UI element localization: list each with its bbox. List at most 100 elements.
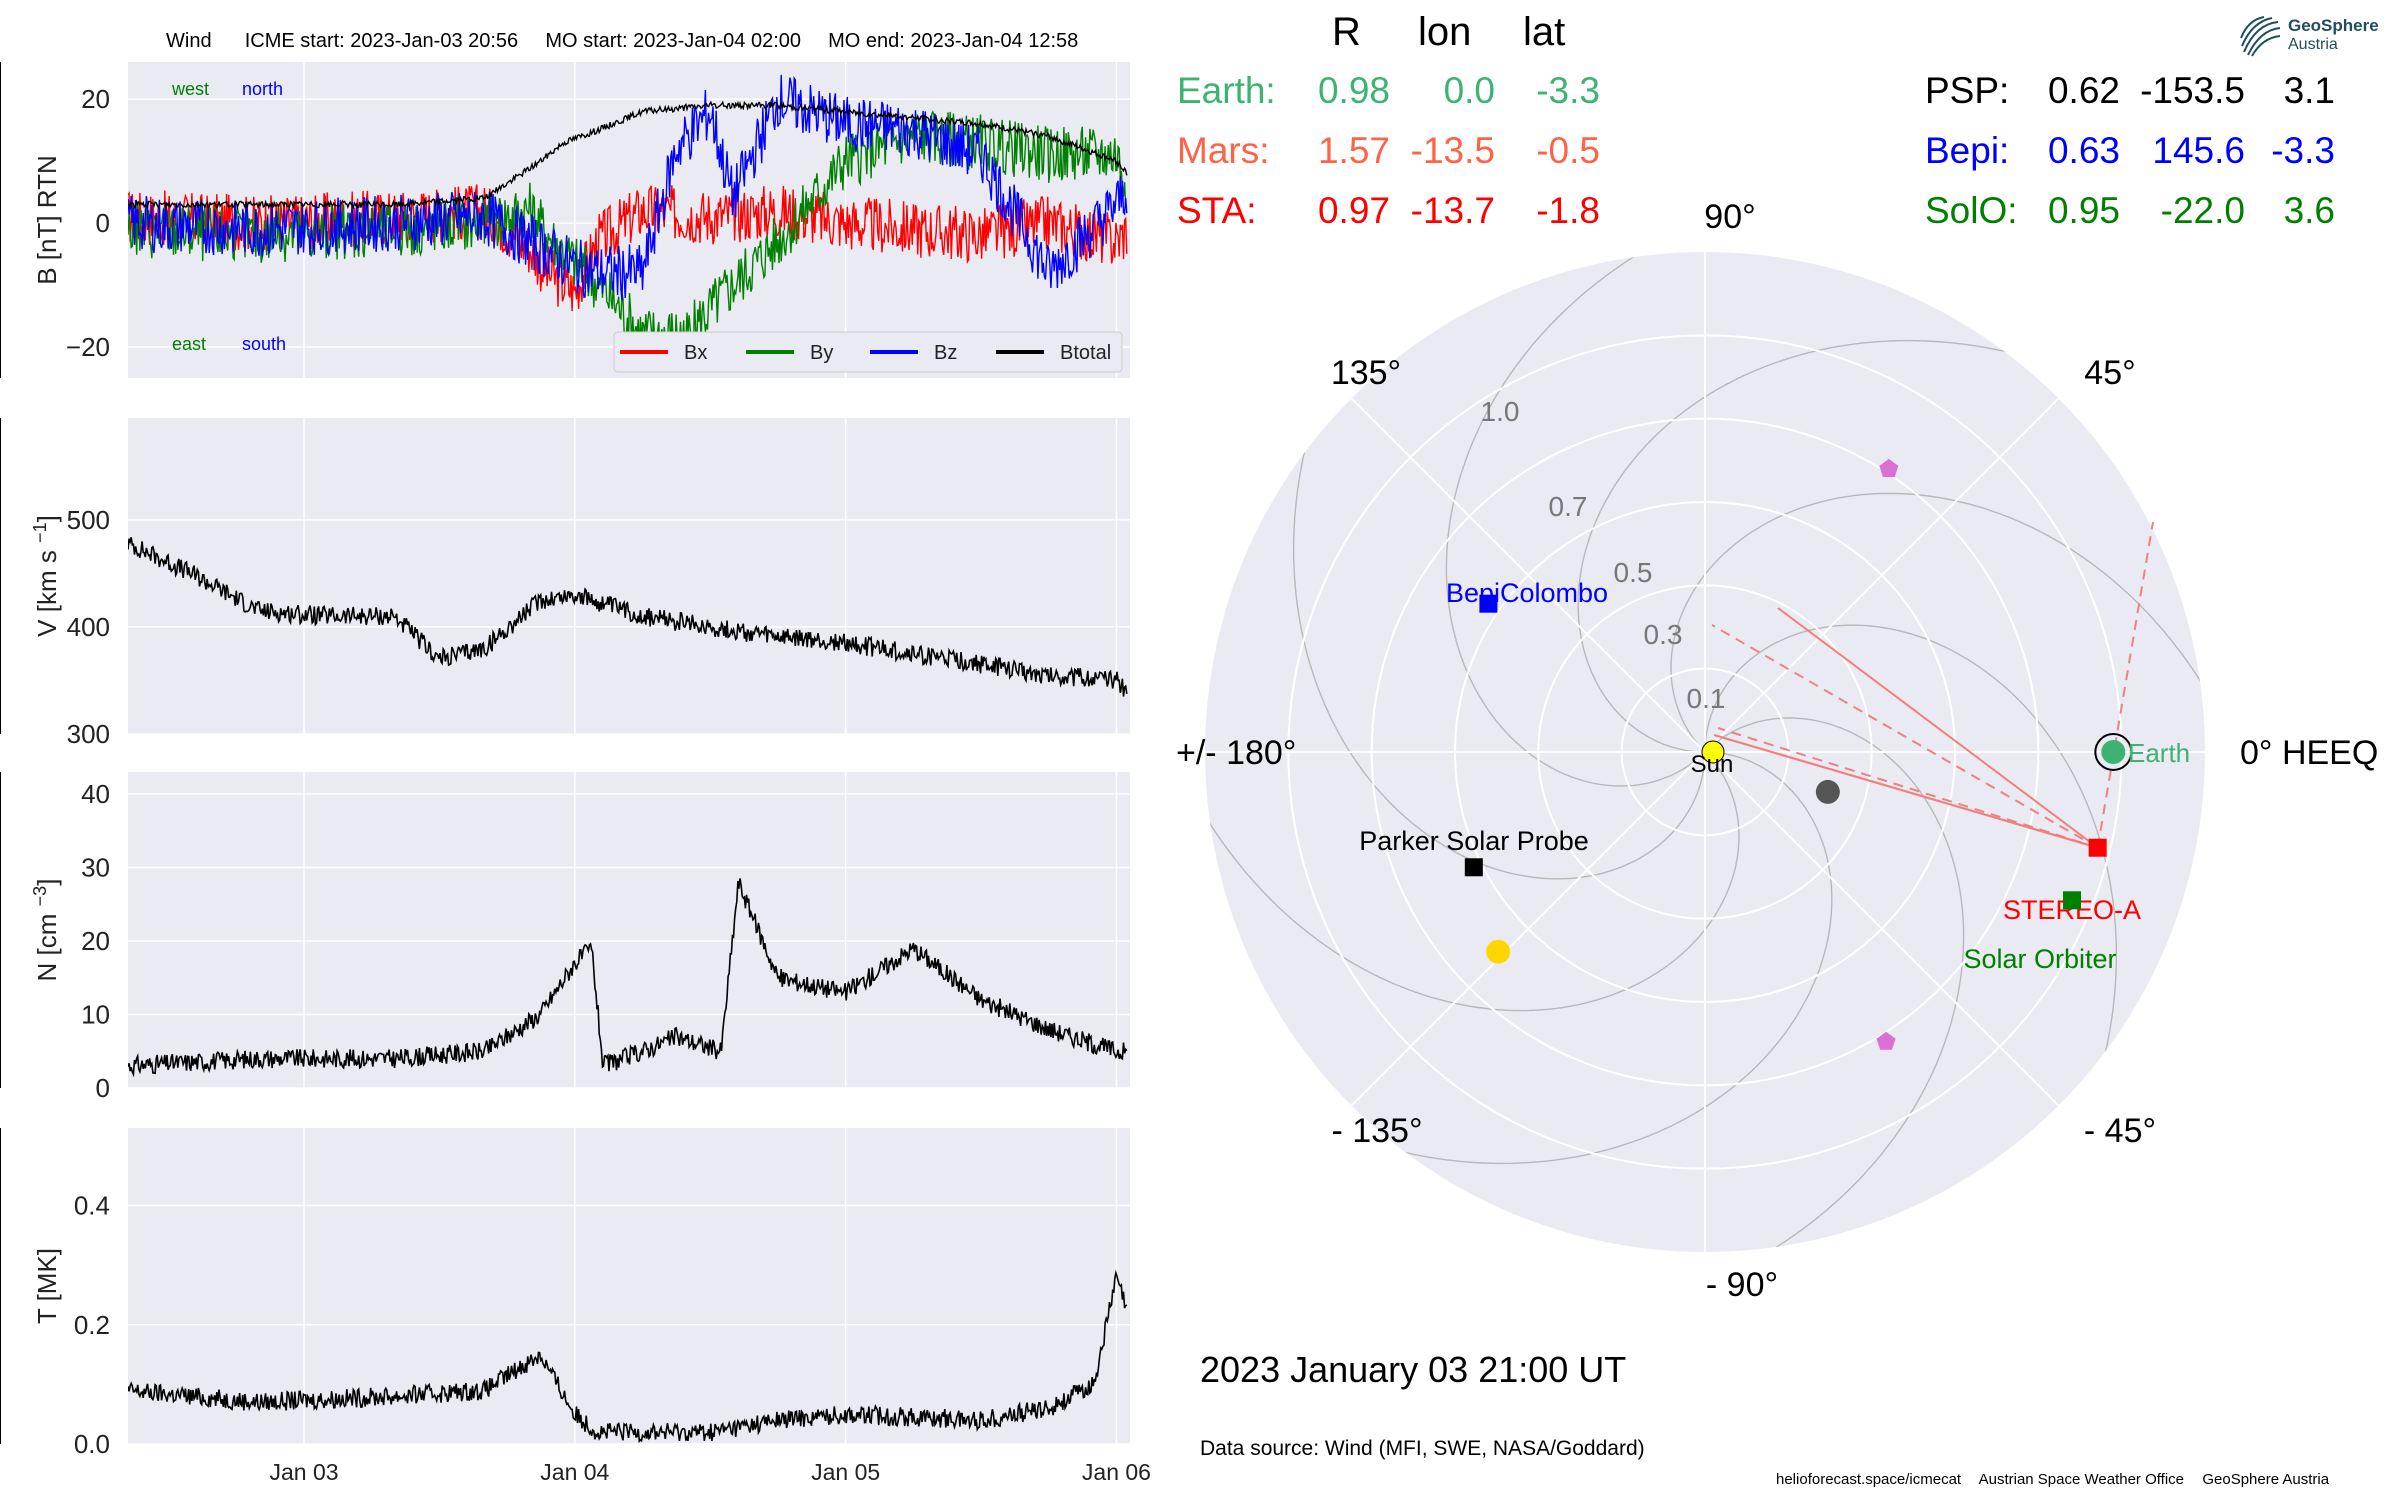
angle-label-45: 45°: [2084, 354, 2135, 392]
pos-lon-2: -13.7: [1410, 190, 1495, 231]
y-axis-label: V [km s −1]: [30, 515, 62, 637]
pos-r-1: 0.63: [2047, 130, 2120, 171]
panel-density: 40 30 20 10 0 N [cm −3]: [0, 772, 1130, 1103]
y-tick-label: 40: [81, 779, 110, 809]
pos-lat-1: -3.3: [2271, 130, 2335, 171]
pos-name-2: SolO:: [1925, 190, 2018, 231]
angle-label-minus90: - 90°: [1706, 1266, 1778, 1304]
sun-label: Sun: [1691, 751, 1734, 778]
y-axis-label: B [nT] RTN: [32, 155, 62, 285]
legend-label-bx: Bx: [684, 342, 707, 364]
spiral-line: [1445, 252, 1717, 787]
spiral-line: [1704, 624, 2118, 1141]
pos-r-1: 1.57: [1317, 130, 1390, 171]
credit-geosphere: GeoSphere Austria: [2202, 1471, 2330, 1488]
y-tick-label: 20: [81, 926, 110, 956]
pos-name-0: Earth:: [1177, 70, 1276, 111]
spiral-line: [1577, 339, 2094, 753]
icme-start: ICME start: 2023-Jan-03 20:56: [244, 30, 519, 52]
pos-lon-2: -22.0: [2160, 190, 2245, 231]
geosphere-logo-icon: [2240, 16, 2281, 57]
sun-marker: [1701, 740, 1725, 764]
y-tick-label: −20: [66, 332, 110, 362]
sta-dashed-line: [1711, 624, 2099, 849]
spiral-line: [1205, 740, 1740, 1012]
bepicolombo-marker: [1479, 594, 1498, 613]
radial-label: 0.7: [1549, 491, 1588, 522]
geosphere-logo: GeoSphere Austria: [2238, 14, 2388, 60]
angular-gridline: [1350, 397, 1706, 753]
y-tick-label: 20: [81, 84, 110, 114]
pos-lon-0: 0.0: [1443, 70, 1495, 111]
pos-name-1: Mars:: [1177, 130, 1270, 171]
timeseries-panels: 20 0 −20 B [nT] RTN west north east south Bx By Bz…: [0, 62, 1151, 1485]
angular-gridline: [1350, 751, 1706, 1107]
y-axis-label: N [cm −3]: [30, 879, 62, 982]
y-tick-label: 30: [81, 853, 110, 883]
x-tick-label: Jan 03: [269, 1459, 338, 1485]
earth-label: Earth: [2128, 738, 2190, 768]
sta-sun-line: [1713, 733, 2098, 849]
col-header-r: R: [1332, 10, 1361, 54]
panel-background: [128, 1128, 1130, 1444]
parker-spirals: [1205, 252, 2205, 1252]
parker-solar-probe-marker: [1464, 858, 1483, 877]
x-tick-label: Jan 04: [540, 1459, 609, 1485]
earth-ring: [2094, 733, 2133, 771]
plot-date: 2023 January 03 21:00 UT: [1200, 1349, 1627, 1390]
earth-marker: [2101, 740, 2126, 764]
radial-label: 0.3: [1644, 619, 1683, 650]
spiral-line: [1693, 717, 1965, 1252]
series-bz: [128, 74, 1128, 301]
planet-marker: [1815, 779, 1840, 804]
solar-orbiter-marker: [2063, 891, 2082, 910]
pos-lat-2: 3.6: [2283, 190, 2335, 231]
y-tick-label: 400: [67, 612, 110, 642]
pos-lat-1: -0.5: [1536, 130, 1600, 171]
panel-background: [128, 772, 1130, 1088]
mo-end: MO end: 2023-Jan-04 12:58: [828, 30, 1079, 52]
logo-line2: Austria: [2288, 36, 2338, 53]
y-tick-label: 500: [67, 505, 110, 535]
series-density: [128, 878, 1128, 1078]
angular-gridline: [1704, 751, 2060, 1107]
angle-label-minus135: - 135°: [1331, 1112, 1422, 1150]
pos-lat-0: 3.1: [2283, 70, 2335, 111]
angle-label-0: 0° HEEQ: [2240, 734, 2378, 772]
spiral-line: [1292, 363, 1706, 880]
planet-marker: [1486, 939, 1511, 964]
pos-name-2: STA:: [1177, 190, 1257, 231]
pos-lon-0: -153.5: [2140, 70, 2245, 111]
angle-label-135: 135°: [1331, 354, 1401, 392]
y-tick-label: 0.4: [74, 1191, 110, 1221]
spiral-line: [1670, 492, 2205, 764]
header-title: Wind ICME start: 2023-Jan-03 20:56 MO st…: [166, 30, 1078, 53]
angular-gridline: [1704, 397, 2060, 753]
radial-label: 1.0: [1481, 396, 1520, 427]
planet-marker: [1876, 1031, 1896, 1050]
planet-marker: [1879, 458, 1899, 477]
pos-r-2: 0.97: [1317, 190, 1390, 231]
series-btotal: [128, 100, 1128, 210]
pos-r-2: 0.95: [2047, 190, 2120, 231]
sta-line: [1777, 607, 2099, 849]
panel-temperature: 0.4 0.2 0.0 Jan 03 Jan 04 Jan 05 Jan 06 T [MK]: [0, 1128, 1151, 1485]
pos-lon-1: -13.5: [1410, 130, 1495, 171]
pos-name-1: Bepi:: [1925, 130, 2010, 171]
credit-url[interactable]: helioforecast.space/icmecat: [1776, 1471, 1962, 1488]
pos-name-0: PSP:: [1925, 70, 2010, 111]
legend-label-by: By: [810, 342, 833, 364]
panel-background: [128, 418, 1130, 734]
spiral-line: [1316, 751, 1833, 1165]
y-tick-label: 10: [81, 1000, 110, 1030]
legend-label-bz: Bz: [934, 342, 957, 364]
solar-orbiter-label: Solar Orbiter: [1963, 944, 2116, 974]
sta-dashed-line: [2096, 521, 2154, 848]
col-header-lon: lon: [1418, 10, 1472, 54]
pos-lat-0: -3.3: [1536, 70, 1600, 111]
pos-lat-2: -1.8: [1536, 190, 1600, 231]
annotation-west: west: [171, 79, 209, 99]
y-tick-label: 0: [96, 208, 110, 238]
y-tick-label: 300: [67, 719, 110, 749]
